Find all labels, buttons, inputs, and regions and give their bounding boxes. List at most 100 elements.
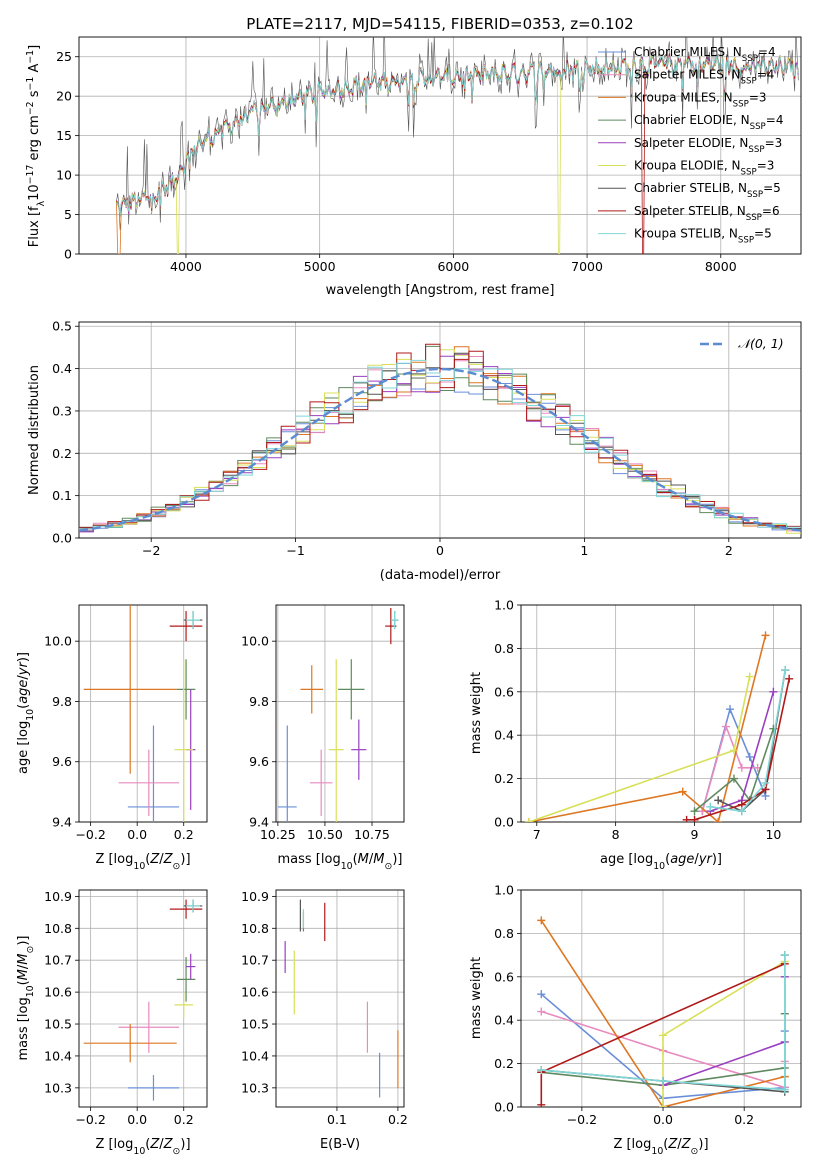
age_vs_Z-ylabel-part: age [log	[16, 721, 31, 774]
weight_vs_age-marker-1	[737, 763, 746, 772]
weight_vs_age-line-8	[710, 669, 786, 812]
mass_vs_ebv-panel: 0.1 0.2 10.3 10.4 10.5 10.6 10.7 10.8 10.9 E(B-V)	[241, 889, 408, 1152]
weight_vs_Z-ytick-label: 0.4	[494, 1013, 514, 1028]
mass_vs_ebv-ytick-label: 10.6	[241, 985, 269, 1000]
legend-entry-3-part: SSP	[750, 122, 766, 132]
residuals-panel: −2 −1 0 1 2 0.0 0.1 0.2 0.3 0.4 0.5 𝒩(0, 1) (data-mo…	[27, 319, 802, 583]
weight_vs_Z-xlabel-part: Z [log	[613, 1137, 651, 1152]
legend-entry-2-part: Kroupa MILES, N	[634, 90, 733, 104]
weight_vs_Z-marker-7	[537, 1100, 546, 1107]
residuals-ytick-label: 0.4	[52, 361, 72, 376]
residuals-plot-area	[79, 343, 801, 534]
age_vs_Z-ylabel: age [log10(age/yr)]	[16, 652, 36, 774]
weight_vs_age-marker-2	[714, 818, 723, 822]
mass_vs_Z-ylabel-part: 10	[25, 985, 36, 997]
mass_vs_ebv-xlabel: E(B-V)	[320, 1137, 360, 1152]
weight_vs_age-marker-8	[781, 666, 790, 675]
spectrum-ytick-label: 5	[64, 207, 72, 222]
age_vs_Z-xlabel-part: 10	[133, 861, 145, 872]
weight_vs_Z-panel: −0.2 0.0 0.20.00.20.40.60.81.0Z [log10(Z/Z…	[469, 883, 802, 1157]
weight_vs_age-marker-6	[714, 796, 723, 805]
mass_vs_Z-ylabel-part: M	[16, 954, 31, 965]
age_vs_mass-xlabel-part: ⊙	[385, 861, 393, 872]
mass_vs_Z-ylabel-part: M	[16, 969, 31, 980]
residuals-ytick-label: 0.1	[52, 488, 72, 503]
weight_vs_age-plot-area	[524, 631, 794, 822]
weight_vs_age-xtick-label: 10	[765, 827, 781, 842]
mass_vs_Z-xtick-label: 0.2	[174, 1112, 194, 1127]
age_vs_Z-xlabel-part: /	[159, 852, 164, 867]
weight_vs_age-ylabel: mass weight	[469, 672, 484, 754]
legend-entry-4-part: SSP	[748, 145, 764, 155]
mass_vs_Z-xlabel: Z [log10(Z/Z⊙)]	[95, 1137, 190, 1157]
weight_vs_Z-xlabel: Z [log10(Z/Z⊙)]	[613, 1137, 708, 1157]
spectrum-panel: 4000 5000 6000 7000 8000 0 5 10 15 20 25 wavelength…	[25, 36, 802, 298]
weight_vs_age-marker-4	[769, 687, 778, 696]
spectrum-ylabel-part: −1	[25, 77, 36, 91]
spectrum-ylabel-part: A	[27, 64, 42, 77]
legend-entry-7-part: SSP	[746, 213, 762, 223]
mass_vs_Z-ytick-label: 10.9	[44, 889, 72, 904]
legend-entry-8: Kroupa STELIB, NSSP=5	[634, 227, 772, 246]
age_vs_Z-plot-area	[83, 605, 203, 822]
spectrum-legend: Chabrier MILES, NSSP=4 Salpeter MILES, N S…	[598, 45, 783, 246]
residuals-xtick-label: 0	[436, 543, 444, 558]
spectrum-xtick-label: 4000	[170, 259, 202, 274]
residuals-xtick-label: −2	[142, 543, 160, 558]
age_vs_mass-xlabel-part: 10	[341, 861, 353, 872]
weight_vs_age-marker-8	[761, 778, 770, 787]
weight_vs_Z-xlabel-part: 10	[651, 1146, 663, 1157]
mass_vs_Z-ylabel: mass [log10(M/M⊙)]	[16, 936, 36, 1061]
age_vs_Z-xlabel-part: Z [log	[95, 852, 133, 867]
mass_vs_Z-ytick-label: 10.4	[44, 1048, 72, 1063]
legend-entry-1-part: Salpeter MILES, N	[634, 68, 741, 82]
legend-entry-5-part: =3	[757, 159, 775, 173]
weight_vs_Z-xlabel-part: Z	[681, 1137, 692, 1152]
age_vs_Z-ytick-label: 10.0	[44, 634, 72, 649]
spectrum-ylabel-part: s	[27, 90, 42, 101]
mass_vs_Z-plot-area	[83, 899, 203, 1101]
figure-title: PLATE=2117, MJD=54115, FIBERID=0353, z=0…	[246, 15, 633, 33]
spectrum-frame	[78, 36, 802, 255]
mass_vs_Z-xlabel-part: (	[145, 1137, 150, 1152]
weight_vs_Z-ytick-label: 0.2	[494, 1056, 514, 1071]
legend-entry-6-part: =5	[763, 181, 781, 195]
weight_vs_Z-marker-8	[780, 1085, 789, 1094]
legend-entry-8-part: SSP	[738, 236, 754, 246]
legend-entry-2: Kroupa MILES, NSSP=3	[634, 90, 767, 109]
histogram-step-7	[79, 343, 801, 529]
mass_vs_Z-ylabel-part: /	[16, 964, 31, 969]
legend-entry-5: Kroupa ELODIE, NSSP=3	[634, 159, 774, 178]
spectrum-ytick-label: 20	[56, 89, 72, 104]
spectrum-ylabel-part: −17	[25, 165, 36, 185]
legend-entry-0: Chabrier MILES, NSSP=4	[634, 45, 776, 64]
spectrum-xtick-label: 5000	[304, 259, 336, 274]
weight_vs_age-marker-3	[729, 774, 738, 783]
weight_vs_age-marker-5	[729, 746, 738, 755]
residuals-xtick-label: 1	[580, 543, 588, 558]
residuals-ytick-label: 0.3	[52, 403, 72, 418]
legend-entry-3-part: Chabrier ELODIE, N	[634, 113, 750, 127]
spectrum-ylabel-part: −2	[25, 101, 36, 115]
spectrum-ylabel: Flux [fλ10−17 erg cm−2 s−1 A−1]	[25, 45, 47, 247]
weight_vs_age-xlabel-part: )]	[712, 852, 722, 867]
mass_vs_Z-ylabel-part: (	[16, 980, 31, 985]
weight_vs_Z-marker-8	[659, 1076, 668, 1085]
mass_vs_Z-xlabel-part: Z [log	[95, 1137, 133, 1152]
weight_vs_Z-ytick-label: 1.0	[494, 883, 514, 898]
residuals-ytick-label: 0.5	[52, 319, 72, 334]
weight_vs_age-line-3	[693, 728, 775, 812]
weight_vs_Z-xlabel-part: )]	[698, 1137, 708, 1152]
normal-curve	[79, 367, 801, 532]
legend-entry-6-part: Chabrier STELIB, N	[634, 181, 747, 195]
legend-entry-6: Chabrier STELIB, NSSP=5	[634, 181, 781, 200]
mass_vs_Z-ytick-label: 10.8	[44, 921, 72, 936]
mass_vs_Z-xtick-label: −0.2	[75, 1112, 105, 1127]
age_vs_Z-xlabel-part: ⊙	[173, 861, 181, 872]
mass_vs_Z-ylabel-part: )]	[16, 936, 31, 946]
weight_vs_age-line-7	[686, 678, 790, 821]
age_vs_Z-xtick-label: 0.0	[127, 827, 147, 842]
age_vs_mass-xtick-label: 10.50	[307, 827, 343, 842]
age_vs_Z-ylabel-part: (	[16, 704, 31, 709]
